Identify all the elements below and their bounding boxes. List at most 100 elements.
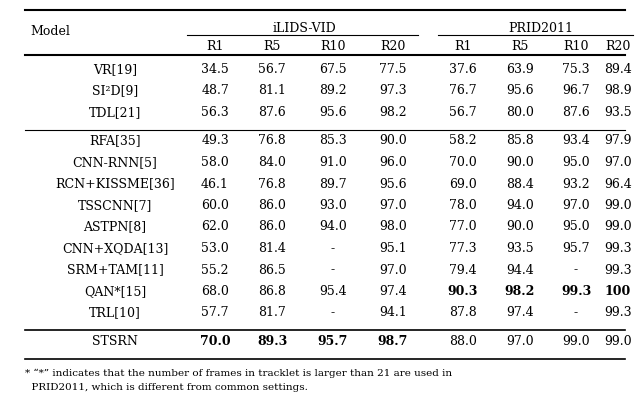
Text: 96.4: 96.4 — [604, 177, 632, 190]
Text: 99.0: 99.0 — [562, 335, 590, 348]
Text: 89.3: 89.3 — [257, 335, 287, 348]
Text: 88.0: 88.0 — [449, 335, 477, 348]
Text: -: - — [574, 263, 578, 276]
Text: 100: 100 — [605, 285, 631, 298]
Text: TRL[10]: TRL[10] — [89, 307, 141, 320]
Text: 94.4: 94.4 — [506, 263, 534, 276]
Text: 99.3: 99.3 — [604, 263, 632, 276]
Text: 98.7: 98.7 — [378, 335, 408, 348]
Text: 37.6: 37.6 — [449, 63, 477, 76]
Text: 86.8: 86.8 — [258, 285, 286, 298]
Text: 95.6: 95.6 — [506, 85, 534, 98]
Text: R20: R20 — [380, 40, 406, 53]
Text: 97.0: 97.0 — [379, 263, 407, 276]
Text: 98.2: 98.2 — [505, 285, 535, 298]
Text: PRID2011: PRID2011 — [508, 22, 573, 35]
Text: 53.0: 53.0 — [201, 242, 229, 255]
Text: Model: Model — [30, 25, 70, 38]
Text: iLIDS-VID: iLIDS-VID — [272, 22, 336, 35]
Text: 93.5: 93.5 — [506, 242, 534, 255]
Text: 58.0: 58.0 — [201, 156, 229, 169]
Text: R1: R1 — [206, 40, 224, 53]
Text: 89.7: 89.7 — [319, 177, 347, 190]
Text: 70.0: 70.0 — [200, 335, 230, 348]
Text: 75.3: 75.3 — [562, 63, 590, 76]
Text: R5: R5 — [263, 40, 281, 53]
Text: 77.3: 77.3 — [449, 242, 477, 255]
Text: -: - — [331, 263, 335, 276]
Text: 95.7: 95.7 — [563, 242, 589, 255]
Text: R5: R5 — [511, 40, 529, 53]
Text: 60.0: 60.0 — [201, 199, 229, 212]
Text: -: - — [331, 242, 335, 255]
Text: 95.7: 95.7 — [318, 335, 348, 348]
Text: 97.4: 97.4 — [379, 285, 407, 298]
Text: RCN+KISSME[36]: RCN+KISSME[36] — [55, 177, 175, 190]
Text: 56.3: 56.3 — [201, 106, 229, 119]
Text: 97.9: 97.9 — [604, 135, 632, 147]
Text: CNN+XQDA[13]: CNN+XQDA[13] — [62, 242, 168, 255]
Text: 98.0: 98.0 — [379, 220, 407, 233]
Text: -: - — [574, 307, 578, 320]
Text: 93.4: 93.4 — [562, 135, 590, 147]
Text: RFA[35]: RFA[35] — [89, 135, 141, 147]
Text: 93.2: 93.2 — [562, 177, 590, 190]
Text: 90.3: 90.3 — [448, 285, 478, 298]
Text: 89.2: 89.2 — [319, 85, 347, 98]
Text: 97.0: 97.0 — [604, 156, 632, 169]
Text: 76.7: 76.7 — [449, 85, 477, 98]
Text: 99.3: 99.3 — [561, 285, 591, 298]
Text: QAN*[15]: QAN*[15] — [84, 285, 146, 298]
Text: 49.3: 49.3 — [201, 135, 229, 147]
Text: 99.0: 99.0 — [604, 220, 632, 233]
Text: 91.0: 91.0 — [319, 156, 347, 169]
Text: 95.4: 95.4 — [319, 285, 347, 298]
Text: CNN-RNN[5]: CNN-RNN[5] — [72, 156, 157, 169]
Text: 94.1: 94.1 — [379, 307, 407, 320]
Text: SI²D[9]: SI²D[9] — [92, 85, 138, 98]
Text: TDL[21]: TDL[21] — [89, 106, 141, 119]
Text: 69.0: 69.0 — [449, 177, 477, 190]
Text: 89.4: 89.4 — [604, 63, 632, 76]
Text: 78.0: 78.0 — [449, 199, 477, 212]
Text: 94.0: 94.0 — [319, 220, 347, 233]
Text: 95.0: 95.0 — [562, 220, 590, 233]
Text: -: - — [331, 307, 335, 320]
Text: PRID2011, which is different from common settings.: PRID2011, which is different from common… — [25, 382, 308, 391]
Text: 90.0: 90.0 — [506, 220, 534, 233]
Text: 95.6: 95.6 — [379, 177, 407, 190]
Text: 55.2: 55.2 — [201, 263, 228, 276]
Text: 98.2: 98.2 — [379, 106, 407, 119]
Text: 85.3: 85.3 — [319, 135, 347, 147]
Text: 56.7: 56.7 — [258, 63, 286, 76]
Text: 81.4: 81.4 — [258, 242, 286, 255]
Text: 76.8: 76.8 — [258, 135, 286, 147]
Text: 67.5: 67.5 — [319, 63, 347, 76]
Text: 95.0: 95.0 — [562, 156, 590, 169]
Text: 81.1: 81.1 — [258, 85, 286, 98]
Text: 48.7: 48.7 — [201, 85, 229, 98]
Text: 46.1: 46.1 — [201, 177, 229, 190]
Text: 95.1: 95.1 — [379, 242, 407, 255]
Text: 97.0: 97.0 — [379, 199, 407, 212]
Text: 88.4: 88.4 — [506, 177, 534, 190]
Text: STSRN: STSRN — [92, 335, 138, 348]
Text: TSSCNN[7]: TSSCNN[7] — [78, 199, 152, 212]
Text: 70.0: 70.0 — [449, 156, 477, 169]
Text: 62.0: 62.0 — [201, 220, 229, 233]
Text: 34.5: 34.5 — [201, 63, 229, 76]
Text: 97.0: 97.0 — [506, 335, 534, 348]
Text: 99.3: 99.3 — [604, 307, 632, 320]
Text: 86.0: 86.0 — [258, 220, 286, 233]
Text: SRM+TAM[11]: SRM+TAM[11] — [67, 263, 163, 276]
Text: 99.0: 99.0 — [604, 335, 632, 348]
Text: 85.8: 85.8 — [506, 135, 534, 147]
Text: 57.7: 57.7 — [201, 307, 228, 320]
Text: 77.0: 77.0 — [449, 220, 477, 233]
Text: VR[19]: VR[19] — [93, 63, 137, 76]
Text: 97.0: 97.0 — [562, 199, 590, 212]
Text: 94.0: 94.0 — [506, 199, 534, 212]
Text: 87.6: 87.6 — [562, 106, 590, 119]
Text: 80.0: 80.0 — [506, 106, 534, 119]
Text: 63.9: 63.9 — [506, 63, 534, 76]
